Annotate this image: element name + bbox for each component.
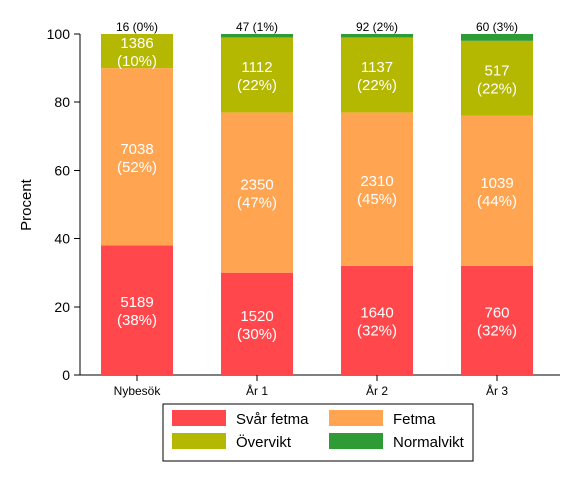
- bar-segment: [341, 112, 413, 266]
- bar-segment: [101, 245, 173, 375]
- segment-count-label: 517: [484, 62, 509, 79]
- legend-swatch: [172, 433, 226, 449]
- y-tick-label: 20: [54, 299, 70, 315]
- top-label: 60 (3%): [476, 20, 518, 34]
- segment-count-label: 1137: [361, 59, 393, 76]
- y-tick-label: 80: [54, 94, 70, 110]
- segment-count-label: 2310: [360, 173, 393, 190]
- bar-segment: [341, 34, 413, 38]
- top-label: 16 (0%): [116, 20, 158, 34]
- segment-count-label: 2350: [240, 177, 273, 194]
- y-tick-label: 40: [54, 231, 70, 247]
- segment-percent-label: (22%): [357, 77, 397, 94]
- top-label: 92 (2%): [356, 20, 398, 34]
- segment-count-label: 1039: [480, 175, 513, 192]
- y-tick-label: 100: [47, 26, 71, 42]
- legend-swatch: [329, 433, 383, 449]
- bar-segment: [221, 34, 293, 38]
- segment-percent-label: (45%): [357, 191, 397, 208]
- segment-count-label: 7038: [120, 141, 153, 158]
- x-tick-label: År 2: [366, 383, 388, 398]
- segment-percent-label: (32%): [477, 322, 517, 339]
- bar-segment: [101, 68, 173, 246]
- bar-segment: [101, 34, 173, 69]
- bar-segment: [461, 115, 533, 266]
- legend-label: Fetma: [393, 411, 436, 428]
- bars: [101, 34, 533, 375]
- x-tick-label: Nybesök: [114, 384, 162, 398]
- segment-percent-label: (32%): [357, 322, 397, 339]
- segment-count-label: 1386: [120, 35, 153, 52]
- bar-segment: [461, 40, 533, 116]
- segment-percent-label: (52%): [117, 159, 157, 176]
- legend-frame: [162, 403, 474, 462]
- segment-percent-label: (22%): [477, 80, 517, 97]
- segment-count-label: 1520: [240, 308, 273, 325]
- data-labels: 5189(38%)7038(52%)1386(10%)16 (0%)1520(3…: [116, 20, 518, 343]
- segment-percent-label: (30%): [237, 326, 277, 343]
- segment-count-label: 1112: [241, 59, 272, 76]
- bar-segment: [341, 265, 413, 375]
- bar-segment: [461, 34, 533, 41]
- bar-segment: [221, 272, 293, 375]
- legend-label: Normalvikt: [393, 434, 465, 451]
- bar-segment: [461, 265, 533, 375]
- legend-swatch: [172, 410, 226, 426]
- legend-swatch: [329, 410, 383, 426]
- segment-percent-label: (44%): [477, 193, 517, 210]
- bar-segment: [221, 112, 293, 273]
- top-label: 47 (1%): [236, 20, 278, 34]
- axes: 0 20 40 60 80 100 Nybesök År 1 År 2 År 3: [47, 26, 560, 398]
- segment-percent-label: (22%): [237, 77, 277, 94]
- segment-count-label: 1640: [360, 304, 393, 321]
- legend-label: Svår fetma: [236, 411, 309, 428]
- bar-segment: [221, 37, 293, 113]
- y-tick-label: 0: [62, 367, 70, 383]
- y-axis-label: Procent: [18, 178, 35, 231]
- bar-segment: [341, 37, 413, 113]
- segment-count-label: 5189: [120, 294, 153, 311]
- x-tick-label: År 1: [246, 383, 268, 398]
- segment-count-label: 760: [484, 304, 509, 321]
- segment-percent-label: (47%): [237, 195, 277, 212]
- segment-percent-label: (38%): [117, 312, 157, 329]
- segment-percent-label: (10%): [117, 53, 157, 70]
- legend-label: Övervikt: [236, 433, 292, 451]
- y-tick-label: 60: [54, 162, 70, 178]
- x-tick-label: År 3: [486, 383, 508, 398]
- legend: Svår fetma Fetma Övervikt Normalvikt: [162, 403, 474, 462]
